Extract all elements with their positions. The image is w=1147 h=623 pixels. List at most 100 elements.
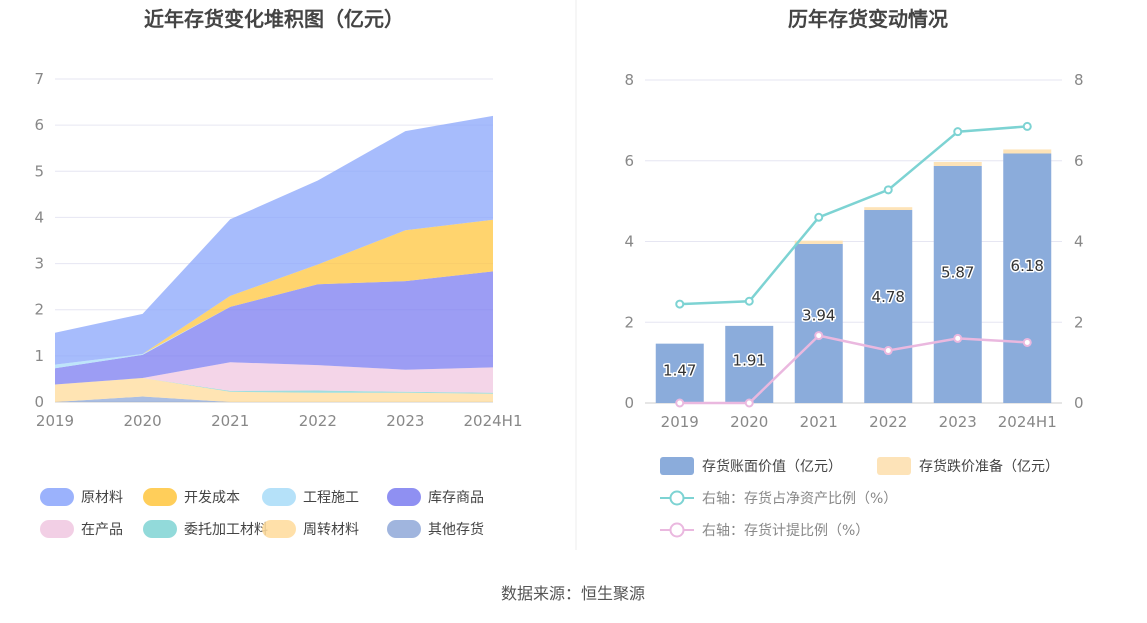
bar-inventory-provision bbox=[864, 207, 913, 211]
bar-data-label: 5.87 bbox=[941, 264, 974, 282]
line-point bbox=[744, 296, 754, 306]
bar-inventory-book-value bbox=[1003, 153, 1052, 403]
area-开发成本 bbox=[55, 219, 493, 365]
legend-swatch-其他存货 bbox=[387, 520, 421, 538]
left-area-series bbox=[55, 115, 493, 402]
right-x-tick-label: 2022 bbox=[869, 413, 907, 431]
legend-label-bar: 存货账面价值（亿元） bbox=[702, 458, 842, 475]
bar-inventory-book-value bbox=[725, 325, 774, 403]
right-y2-tick-label: 0 bbox=[1074, 394, 1084, 412]
area-周转材料 bbox=[55, 378, 493, 402]
data-source: 数据来源：恒生聚源 bbox=[501, 584, 645, 603]
line-point bbox=[675, 299, 685, 309]
right-bar-labels: 1.47 1.91 3.94 4.78 5.87 6.18 bbox=[662, 255, 1046, 381]
line-point bbox=[883, 346, 893, 356]
right-y-tick-label: 0 bbox=[624, 394, 634, 412]
area-在产品 bbox=[55, 362, 493, 393]
area-库存商品 bbox=[55, 271, 493, 385]
legend-label-line: 右轴：存货计提比例（%） bbox=[702, 522, 869, 539]
line-point bbox=[814, 331, 824, 341]
line-point bbox=[1022, 337, 1032, 347]
right-y-tick-label: 4 bbox=[624, 233, 634, 251]
area-原材料 bbox=[55, 115, 493, 365]
right-x-tick-label: 2020 bbox=[730, 413, 768, 431]
left-x-tick-label: 2023 bbox=[386, 412, 424, 430]
left-y-tick-label: 5 bbox=[34, 162, 44, 180]
left-y-tick-label: 2 bbox=[34, 301, 44, 319]
bar-inventory-provision bbox=[933, 161, 982, 166]
bar-inventory-book-value bbox=[655, 343, 704, 403]
legend-label-其他存货: 其他存货 bbox=[428, 521, 484, 538]
right-y-tick-label: 8 bbox=[624, 71, 634, 89]
bar-inventory-book-value bbox=[864, 210, 913, 403]
line-右轴：存货占净资产比例（%） bbox=[679, 125, 1028, 306]
right-chart-title: 历年存货变动情况 bbox=[788, 7, 948, 31]
legend-swatch-开发成本 bbox=[143, 488, 177, 506]
left-y-tick-label: 1 bbox=[34, 347, 44, 365]
right-y-axis-right: 0 2 4 6 8 bbox=[1074, 71, 1084, 412]
right-y-axis-left: 0 2 4 6 8 bbox=[624, 71, 634, 412]
left-x-tick-label: 2020 bbox=[124, 412, 162, 430]
left-chart-title: 近年存货变化堆积图（亿元） bbox=[144, 7, 404, 31]
bar-inventory-provision bbox=[1003, 149, 1052, 154]
legend-label-bar: 存货跌价准备（亿元） bbox=[919, 458, 1059, 475]
left-x-axis: 2019 2020 2021 2022 2023 2024H1 bbox=[36, 412, 523, 430]
legend-swatch-在产品 bbox=[40, 520, 74, 538]
legend-swatch-原材料 bbox=[40, 488, 74, 506]
left-x-tick-label: 2021 bbox=[211, 412, 249, 430]
line-point bbox=[883, 185, 893, 195]
legend-label-委托加工材料: 委托加工材料 bbox=[184, 522, 268, 538]
left-x-tick-label: 2024H1 bbox=[464, 412, 523, 430]
right-x-tick-label: 2024H1 bbox=[998, 413, 1057, 431]
legend-swatch-周转材料 bbox=[262, 520, 296, 538]
bar-data-label: 6.18 bbox=[1011, 257, 1044, 275]
legend-swatch-marker bbox=[669, 522, 685, 538]
legend-swatch-bar bbox=[877, 457, 911, 475]
right-x-tick-label: 2021 bbox=[800, 413, 838, 431]
left-y-tick-label: 0 bbox=[34, 393, 44, 411]
left-x-tick-label: 2019 bbox=[36, 412, 74, 430]
legend-swatch-bar bbox=[660, 457, 694, 475]
bar-data-label: 1.91 bbox=[733, 352, 766, 370]
left-y-tick-label: 3 bbox=[34, 255, 44, 273]
bar-inventory-book-value bbox=[794, 243, 843, 403]
right-x-tick-label: 2019 bbox=[661, 413, 699, 431]
line-point bbox=[814, 212, 824, 222]
left-x-tick-label: 2022 bbox=[299, 412, 337, 430]
legend-swatch-marker bbox=[669, 490, 685, 506]
bar-data-label: 1.47 bbox=[663, 361, 696, 379]
bar-inventory-book-value bbox=[933, 165, 982, 403]
bar-data-label: 3.94 bbox=[802, 307, 835, 325]
legend-label-开发成本: 开发成本 bbox=[184, 490, 240, 506]
left-y-axis: 0 1 2 3 4 5 6 7 bbox=[34, 70, 44, 411]
right-y2-tick-label: 8 bbox=[1074, 71, 1084, 89]
bar-data-label: 4.78 bbox=[872, 288, 905, 306]
right-x-axis: 2019 2020 2021 2022 2023 2024H1 bbox=[661, 413, 1057, 431]
line-point bbox=[953, 333, 963, 343]
right-y-tick-label: 2 bbox=[624, 313, 634, 331]
legend-label-在产品: 在产品 bbox=[81, 522, 123, 538]
right-y-tick-label: 6 bbox=[624, 152, 634, 170]
legend-label-库存商品: 库存商品 bbox=[428, 490, 484, 506]
right-x-tick-label: 2023 bbox=[939, 413, 977, 431]
right-chart-panel: 历年存货变动情况 1.471.913.944.785.87 6.18 02468 … bbox=[624, 7, 1083, 539]
right-bar-series bbox=[655, 149, 1052, 403]
right-line-series bbox=[675, 121, 1032, 408]
line-point bbox=[1022, 121, 1032, 131]
legend-swatch-工程施工 bbox=[262, 488, 296, 506]
legend-label-原材料: 原材料 bbox=[81, 490, 123, 506]
left-y-tick-label: 4 bbox=[34, 208, 44, 226]
bar-inventory-provision bbox=[794, 240, 843, 244]
left-y-tick-label: 7 bbox=[34, 70, 44, 88]
line-point bbox=[744, 398, 754, 408]
right-legend: 存货账面价值（亿元） 存货跌价准备（亿元） 右轴：存货占净资产比例（%） 右轴：存货计… bbox=[660, 457, 1059, 539]
legend-label-工程施工: 工程施工 bbox=[303, 490, 359, 506]
left-y-tick-label: 6 bbox=[34, 116, 44, 134]
right-y2-tick-label: 2 bbox=[1074, 313, 1084, 331]
line-右轴：存货计提比例（%） bbox=[679, 334, 1028, 405]
right-y2-tick-label: 4 bbox=[1074, 233, 1084, 251]
line-point bbox=[953, 127, 963, 137]
